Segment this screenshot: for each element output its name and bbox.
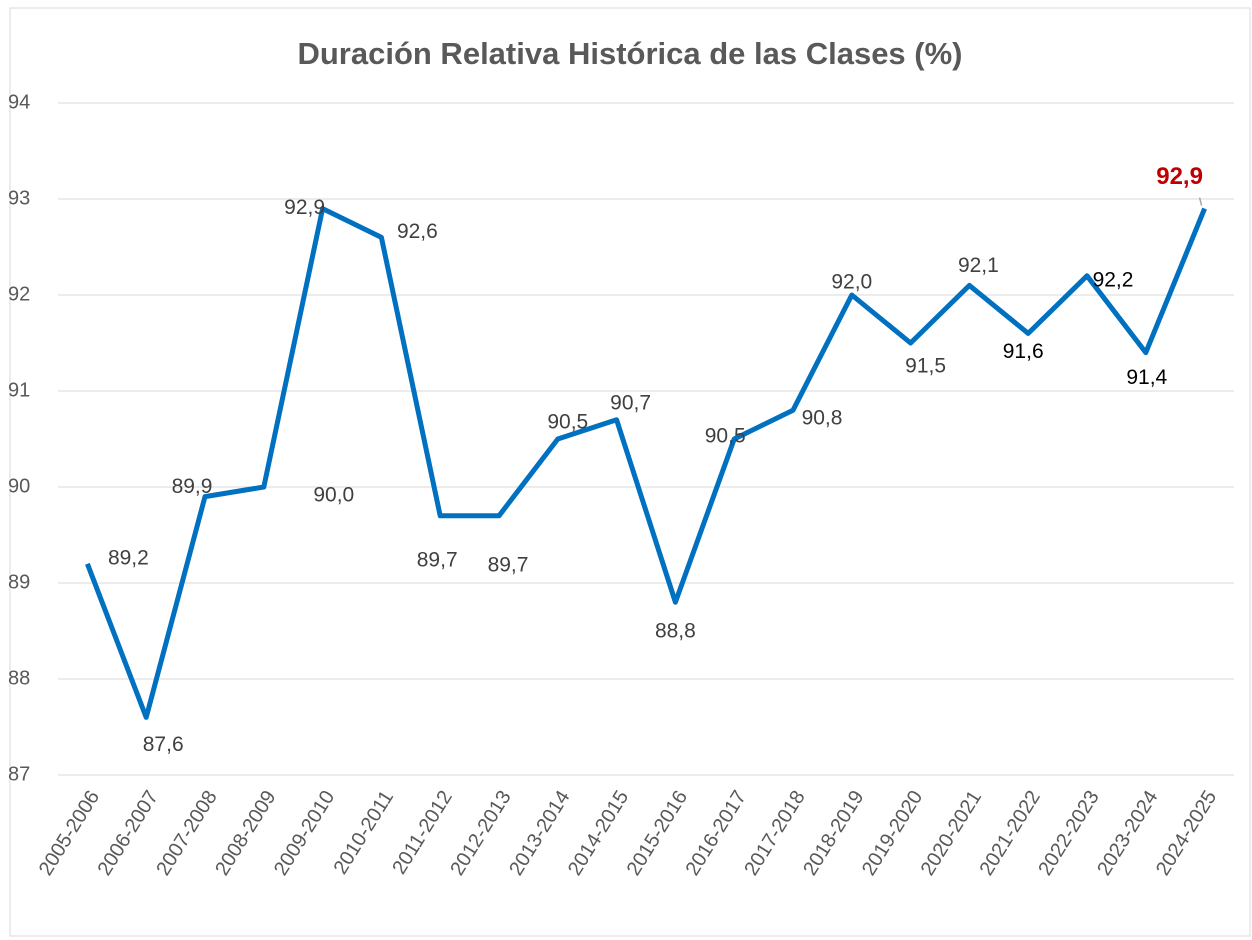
data-label: 92,9 [284, 196, 325, 219]
data-label: 90,7 [610, 391, 651, 414]
y-tick-label: 87 [8, 763, 30, 785]
data-label: 89,7 [417, 548, 458, 571]
highlight-data-label: 92,9 [1156, 163, 1203, 190]
y-tick-label: 93 [8, 187, 30, 209]
data-label: 91,5 [905, 355, 946, 378]
data-label: 87,6 [143, 733, 184, 756]
data-label: 90,5 [705, 425, 746, 448]
data-label: 89,9 [172, 475, 213, 498]
y-tick-label: 92 [8, 283, 30, 305]
y-tick-label: 89 [8, 571, 30, 593]
y-tick-label: 88 [8, 667, 30, 689]
data-label: 92,2 [1093, 268, 1134, 291]
data-label: 92,0 [831, 271, 872, 294]
chart-border [9, 7, 1251, 937]
data-label: 92,1 [958, 254, 999, 277]
data-label: 88,8 [655, 620, 696, 643]
y-tick-label: 91 [8, 379, 30, 401]
data-label: 91,4 [1126, 366, 1167, 389]
data-label: 92,6 [397, 220, 438, 243]
label-leader [1198, 197, 1203, 206]
line-series [85, 206, 1207, 720]
data-label: 89,7 [488, 553, 529, 576]
data-label: 90,5 [547, 411, 588, 434]
y-tick-label: 94 [8, 91, 30, 113]
chart-title: Duración Relativa Histórica de las Clase… [297, 36, 962, 71]
data-label: 90,0 [313, 484, 354, 507]
data-label: 89,2 [108, 546, 149, 569]
data-label: 90,8 [802, 407, 843, 430]
data-label: 91,6 [1003, 340, 1044, 363]
y-tick-label: 90 [8, 475, 30, 497]
